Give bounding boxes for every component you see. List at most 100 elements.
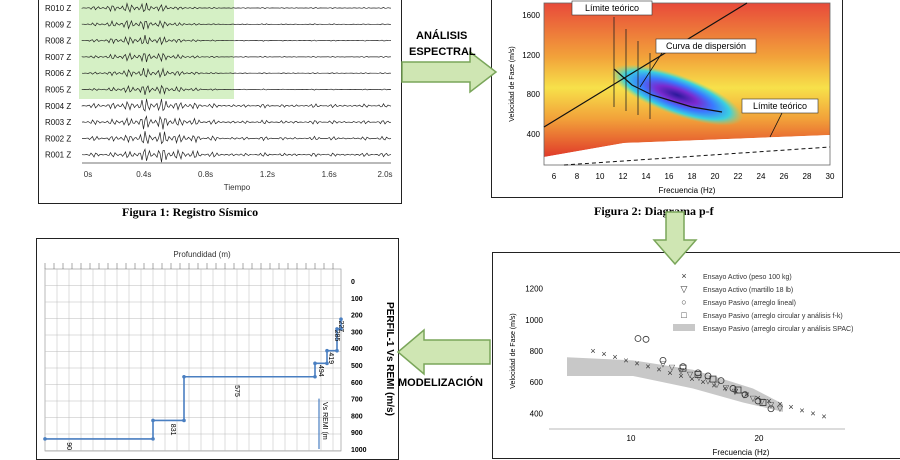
trace-label: R005 Z: [45, 86, 71, 95]
label-limit-bottom: Límite teórico: [753, 101, 807, 111]
marker-cross: ×: [667, 368, 672, 378]
profile-vertex: [325, 348, 329, 353]
marker-cross: ×: [799, 405, 804, 415]
marker-circle: [634, 335, 642, 342]
grid-frame: [44, 268, 342, 452]
marker-cross: ×: [656, 365, 661, 375]
y-tick-label: 1000: [525, 316, 543, 325]
y-tick-label: 500: [351, 363, 363, 370]
layer-label: 227: [337, 320, 344, 332]
y-tick-label: 900: [351, 430, 363, 437]
theoretical-limit-line: [543, 2, 748, 128]
marker-triangle: ▽: [777, 404, 784, 413]
x-tick-label: 6: [552, 172, 557, 181]
trace-waveform: [81, 19, 392, 30]
y-tick-label: 1600: [522, 11, 540, 20]
marker-circle: [717, 377, 725, 385]
marker-triangle: ▽: [669, 363, 676, 372]
marker-cross: ×: [821, 412, 826, 422]
marker-square: [694, 371, 702, 378]
marker-cross: ×: [766, 396, 771, 406]
pointer-bottom: [769, 112, 783, 138]
trace-waveform: [81, 115, 392, 130]
x-tick-label: 22: [734, 172, 743, 181]
fig4-vs-profile-panel: Profundidad (m) 0 100 200 300 400 500 600 700 800…: [36, 238, 399, 460]
arrow-right: [401, 50, 498, 94]
x-tick-label: 12: [619, 172, 628, 181]
y-tick-label: 600: [351, 380, 363, 387]
label-box-curve: [655, 38, 757, 54]
profile-vertex: [313, 374, 317, 379]
legend-symbol: ▽: [681, 284, 688, 294]
y-tick-label: 700: [351, 397, 363, 404]
marker-cross: ×: [645, 362, 650, 372]
x-tick-label: 28: [803, 172, 812, 181]
marker-circle: [642, 335, 650, 343]
x-axis-label: Tiempo: [224, 183, 251, 192]
legend-symbol: ○: [681, 297, 686, 307]
trace-label: R004 Z: [45, 102, 71, 111]
y-axis-label: Velocidad de Fase (m/s): [510, 313, 517, 388]
x-axis-label: Frecuencia (Hz): [659, 186, 716, 195]
marker-circle: [754, 397, 762, 405]
trace-waveform: [81, 84, 392, 95]
legend-label: Ensayo Pasivo (arreglo circular y anális…: [703, 313, 843, 320]
fig3-dispersion-panel: 1200 1000 800 600 400 Velocidad de Fase (m/s)…: [492, 252, 900, 459]
profile-vertex: [151, 418, 155, 423]
layer-label: 575: [233, 385, 240, 397]
fig1-seismic-traces: R010 Z R009 Z R008 Z R007 Z R006 Z R005 Z R004…: [45, 0, 393, 192]
trace-waveform: [81, 35, 392, 46]
legend-label: Ensayo Activo (peso 100 kg): [703, 274, 792, 281]
profile-vertex: [339, 327, 343, 331]
marker-cross: ×: [612, 352, 617, 362]
marker-cross: ×: [744, 390, 749, 400]
y-axis-label: Velocidad de Fase (m/s): [509, 46, 516, 121]
marker-triangle: ▽: [723, 384, 730, 393]
label-box-bottom: [741, 98, 819, 114]
layer-label: 419: [327, 352, 334, 364]
side-title: PERFIL-1 Vs REMI (m/s): [384, 302, 395, 416]
y-tick-label: 300: [351, 329, 363, 336]
legend-label: Vs REMI (m: [321, 402, 328, 440]
fig3-dispersion-plot: 1200 1000 800 600 400 Velocidad de Fase (m/s)…: [510, 271, 853, 457]
trace-waveform: [81, 52, 392, 63]
trace-label: R002 Z: [45, 134, 71, 143]
fig1-seismic-record-panel: R010 Z R009 Z R008 Z R007 Z R006 Z R005 Z R004…: [38, 0, 402, 204]
trace-label: R010 Z: [45, 4, 71, 13]
x-tick-label: 8: [575, 172, 580, 181]
trace-waveform: [81, 67, 392, 79]
x-tick-label: 24: [757, 172, 766, 181]
y-tick-label: 1000: [351, 447, 367, 454]
marker-triangle: ▽: [660, 359, 667, 368]
theoretical-limit-dashed: [563, 146, 831, 166]
legend-symbol: ×: [681, 271, 686, 281]
marker-cross: ×: [590, 346, 595, 356]
y-tick-label: 1200: [525, 285, 543, 294]
highlight-region: [79, 0, 234, 99]
arrow3-label: MODELIZACIÓN: [398, 377, 483, 389]
fig1-caption: Figura 1: Registro Sísmico: [122, 205, 259, 219]
marker-triangle: ▽: [759, 397, 766, 406]
x-tick-label: 14: [642, 172, 651, 181]
marker-square: [709, 375, 717, 383]
marker-cross: ×: [810, 408, 815, 418]
marker-cross: ×: [733, 387, 738, 397]
x-tick-label: 10: [596, 172, 605, 181]
layer-label: 494: [317, 365, 324, 377]
profile-vertex: [43, 437, 47, 441]
x-tick-label: 20: [711, 172, 720, 181]
marker-cross: ×: [711, 380, 716, 390]
marker-cross: ×: [777, 399, 782, 409]
x-tick-label: 2.0s: [377, 170, 392, 179]
marker-circle: [659, 356, 667, 364]
marker-square: [759, 399, 767, 406]
marker-square: [679, 364, 687, 372]
marker-circle: [767, 405, 775, 413]
x-tick-label: 0s: [84, 170, 92, 179]
legend-label: Ensayo Activo (martillo 18 lb): [703, 287, 793, 294]
label-limit-top: Límite teórico: [585, 3, 639, 13]
arrow-left: [396, 328, 491, 376]
x-tick-label: 1.6s: [322, 170, 337, 179]
x-tick-label: 0.4s: [136, 170, 151, 179]
profile-vertex: [339, 317, 343, 321]
